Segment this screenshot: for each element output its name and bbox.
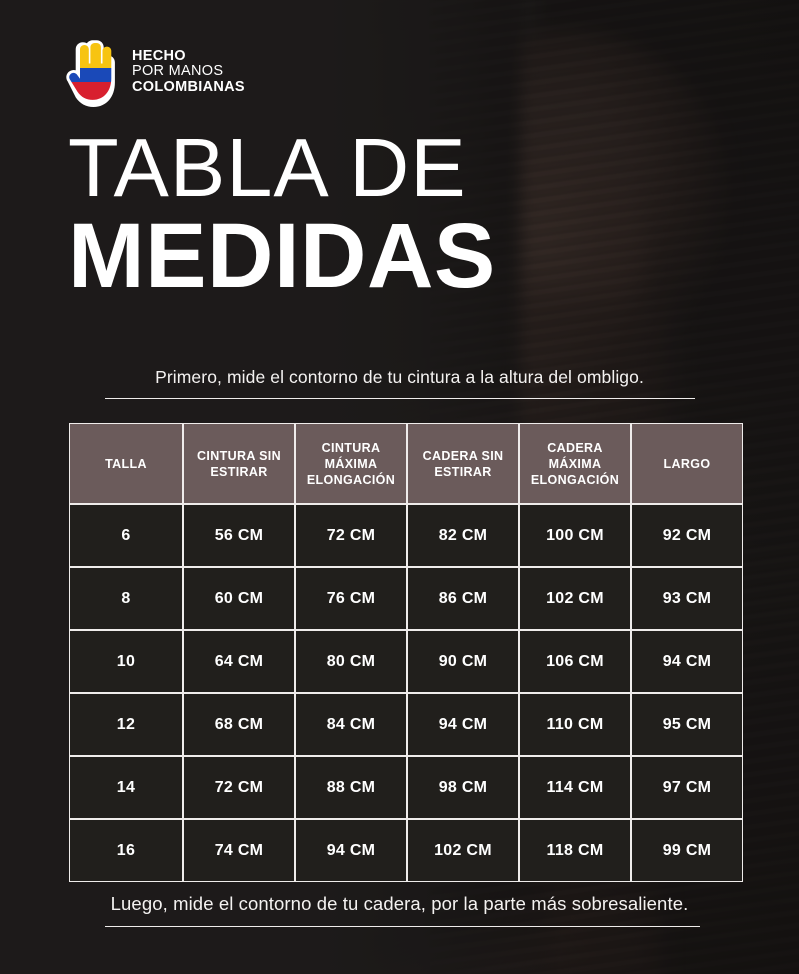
- cell-largo: 95 CM: [631, 693, 743, 756]
- cell-cadera-sin-estirar: 90 CM: [407, 630, 519, 693]
- table-row: 16 74 CM 94 CM 102 CM 118 CM 99 CM: [69, 819, 743, 882]
- cell-talla: 8: [69, 567, 183, 630]
- header-cadera-sin-estirar: CADERA SIN ESTIRAR: [407, 423, 519, 504]
- cell-cadera-maxima: 106 CM: [519, 630, 631, 693]
- page-title: TABLA DE MEDIDAS: [68, 121, 496, 307]
- table-row: 14 72 CM 88 CM 98 CM 114 CM 97 CM: [69, 756, 743, 819]
- cell-cadera-sin-estirar: 98 CM: [407, 756, 519, 819]
- cell-cintura-sin-estirar: 64 CM: [183, 630, 295, 693]
- cell-cintura-sin-estirar: 74 CM: [183, 819, 295, 882]
- cell-talla: 14: [69, 756, 183, 819]
- cell-cadera-sin-estirar: 94 CM: [407, 693, 519, 756]
- cell-cintura-maxima: 76 CM: [295, 567, 407, 630]
- brand-line-3: COLOMBIANAS: [132, 78, 245, 95]
- table-row: 6 56 CM 72 CM 82 CM 100 CM 92 CM: [69, 504, 743, 567]
- cell-talla: 6: [69, 504, 183, 567]
- cell-largo: 92 CM: [631, 504, 743, 567]
- cell-talla: 10: [69, 630, 183, 693]
- colombian-flag-hand-icon: [66, 40, 115, 107]
- cell-talla: 12: [69, 693, 183, 756]
- table-row: 8 60 CM 76 CM 86 CM 102 CM 93 CM: [69, 567, 743, 630]
- cell-largo: 97 CM: [631, 756, 743, 819]
- header-cintura-maxima: CINTURA MÁXIMA ELONGACIÓN: [295, 423, 407, 504]
- cell-cadera-maxima: 102 CM: [519, 567, 631, 630]
- cell-cadera-maxima: 114 CM: [519, 756, 631, 819]
- cell-cintura-sin-estirar: 68 CM: [183, 693, 295, 756]
- cell-cintura-maxima: 84 CM: [295, 693, 407, 756]
- cell-cintura-sin-estirar: 56 CM: [183, 504, 295, 567]
- title-line-1: TABLA DE: [68, 121, 467, 214]
- cell-cadera-sin-estirar: 86 CM: [407, 567, 519, 630]
- cell-largo: 94 CM: [631, 630, 743, 693]
- cell-cintura-maxima: 80 CM: [295, 630, 407, 693]
- divider-top: [105, 398, 695, 399]
- cell-cadera-sin-estirar: 102 CM: [407, 819, 519, 882]
- table-row: 12 68 CM 84 CM 94 CM 110 CM 95 CM: [69, 693, 743, 756]
- header-cadera-maxima: CADERA MÁXIMA ELONGACIÓN: [519, 423, 631, 504]
- cell-cintura-sin-estirar: 72 CM: [183, 756, 295, 819]
- measurements-table: TALLA CINTURA SIN ESTIRAR CINTURA MÁXIMA…: [68, 422, 744, 883]
- header-talla: TALLA: [69, 423, 183, 504]
- brand-line-1: HECHO: [132, 48, 186, 65]
- cell-largo: 93 CM: [631, 567, 743, 630]
- cell-cadera-maxima: 110 CM: [519, 693, 631, 756]
- divider-bottom: [105, 926, 700, 927]
- cell-cadera-sin-estirar: 82 CM: [407, 504, 519, 567]
- table-header-row: TALLA CINTURA SIN ESTIRAR CINTURA MÁXIMA…: [69, 423, 743, 504]
- cell-cadera-maxima: 100 CM: [519, 504, 631, 567]
- brand-lockup: HECHO POR MANOS COLOMBIANAS: [66, 37, 245, 107]
- cell-cintura-sin-estirar: 60 CM: [183, 567, 295, 630]
- cell-cadera-maxima: 118 CM: [519, 819, 631, 882]
- header-cintura-sin-estirar: CINTURA SIN ESTIRAR: [183, 423, 295, 504]
- brand-line-2: POR MANOS: [132, 63, 224, 80]
- caption-hip-instruction: Luego, mide el contorno de tu cadera, po…: [110, 893, 689, 914]
- cell-cintura-maxima: 72 CM: [295, 504, 407, 567]
- cell-cintura-maxima: 88 CM: [295, 756, 407, 819]
- header-largo: LARGO: [631, 423, 743, 504]
- table-row: 10 64 CM 80 CM 90 CM 106 CM 94 CM: [69, 630, 743, 693]
- cell-talla: 16: [69, 819, 183, 882]
- cell-largo: 99 CM: [631, 819, 743, 882]
- cell-cintura-maxima: 94 CM: [295, 819, 407, 882]
- title-line-2: MEDIDAS: [68, 204, 496, 307]
- caption-waist-instruction: Primero, mide el contorno de tu cintura …: [155, 367, 644, 387]
